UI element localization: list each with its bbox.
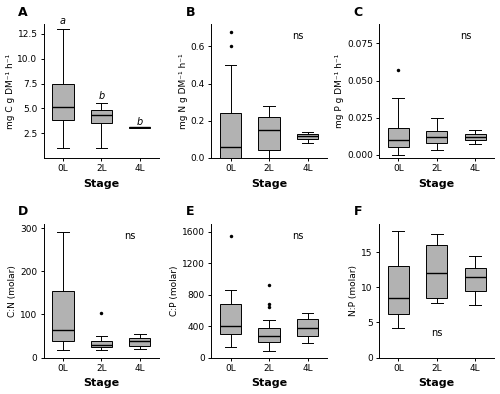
Bar [130,338,150,346]
Text: B: B [186,6,196,19]
Bar [130,126,150,128]
Bar [464,268,486,291]
Text: A: A [18,6,28,19]
X-axis label: Stage: Stage [251,379,287,388]
Bar [426,245,448,298]
Bar [91,341,112,347]
Bar [91,110,112,123]
Text: E: E [186,206,194,219]
Y-axis label: mg N g DM⁻¹ h⁻¹: mg N g DM⁻¹ h⁻¹ [179,53,188,129]
Bar [464,134,486,140]
Bar [258,117,280,151]
X-axis label: Stage: Stage [418,379,455,388]
Bar [52,84,74,120]
Y-axis label: mg C g DM⁻¹ h⁻¹: mg C g DM⁻¹ h⁻¹ [6,54,15,128]
Bar [297,134,318,139]
Text: D: D [18,206,28,219]
Text: F: F [354,206,362,219]
Y-axis label: C:P (molar): C:P (molar) [170,266,179,316]
Text: ns: ns [460,31,471,41]
Bar [220,113,241,158]
Text: ns: ns [292,230,304,241]
X-axis label: Stage: Stage [418,178,455,189]
Y-axis label: N:P (molar): N:P (molar) [350,265,358,316]
Bar [220,304,241,334]
Bar [297,319,318,336]
Bar [426,131,448,143]
X-axis label: Stage: Stage [84,379,120,388]
Bar [388,266,409,314]
Text: ns: ns [292,31,304,41]
Bar [388,128,409,147]
X-axis label: Stage: Stage [251,178,287,189]
Text: a: a [60,16,66,26]
Text: ns: ns [124,230,136,241]
Y-axis label: mg P g DM⁻¹ h⁻¹: mg P g DM⁻¹ h⁻¹ [335,54,344,128]
Text: b: b [98,91,104,101]
Text: b: b [137,117,143,127]
Text: C: C [354,6,363,19]
X-axis label: Stage: Stage [84,178,120,189]
Text: ns: ns [431,328,442,338]
Bar [258,328,280,342]
Y-axis label: C:N (molar): C:N (molar) [8,265,18,317]
Bar [52,291,74,341]
